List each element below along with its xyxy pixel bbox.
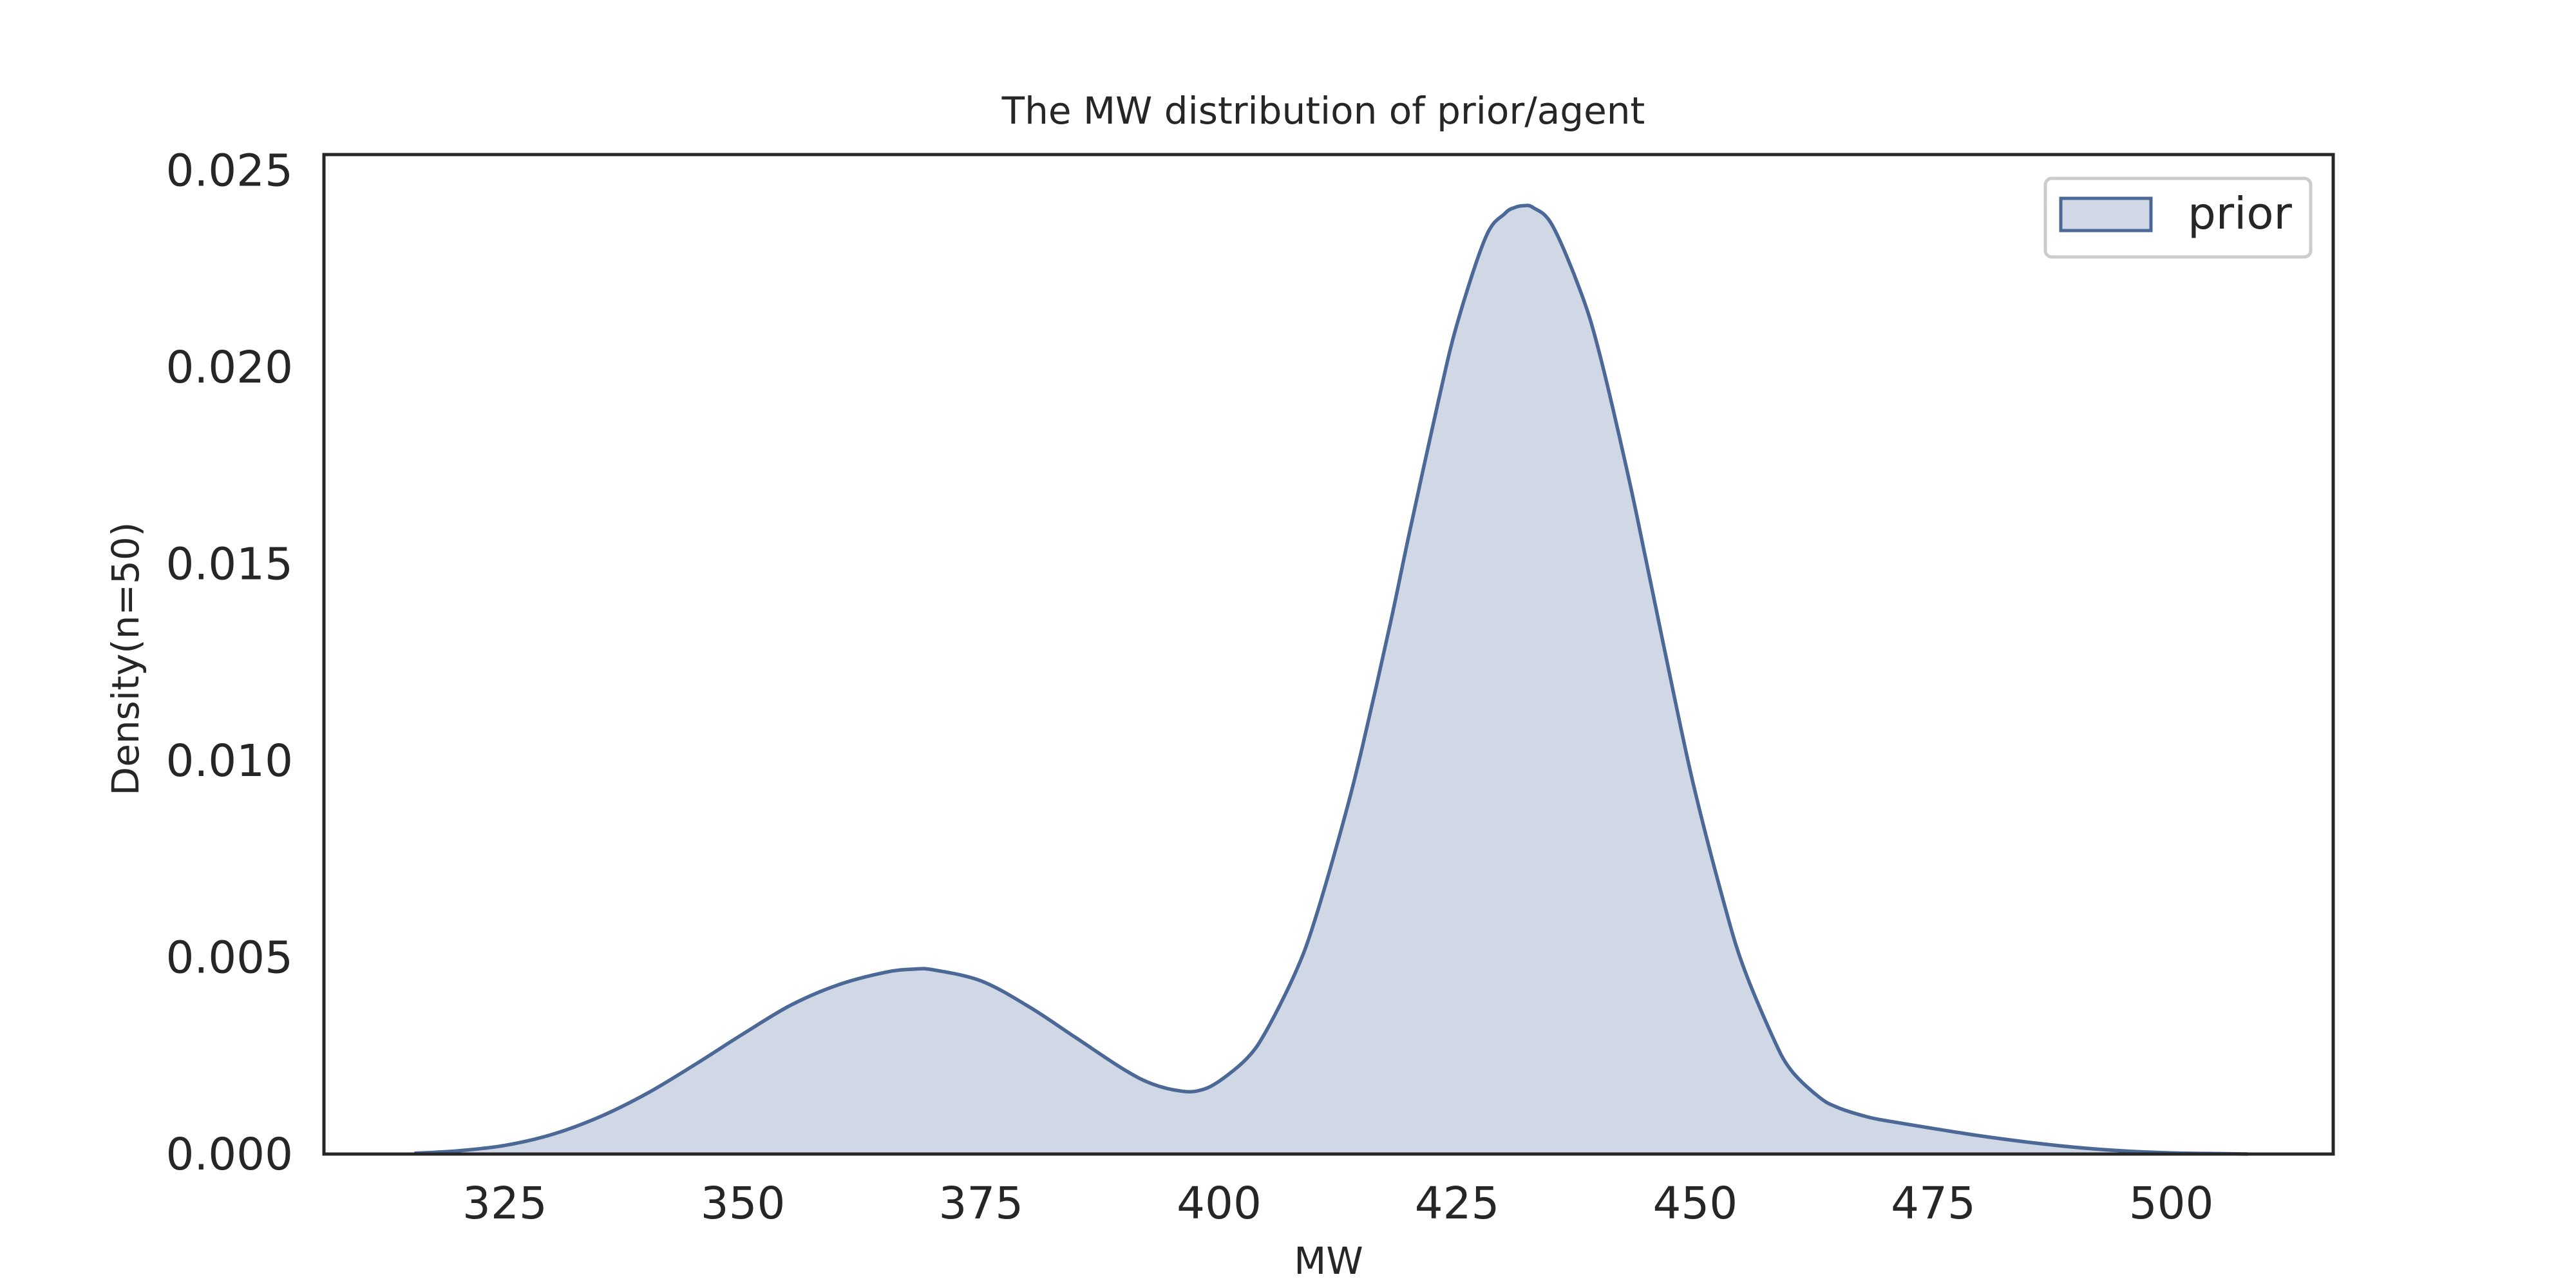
x-tick-label: 400 — [1177, 1178, 1262, 1229]
y-tick-label: 0.010 — [166, 735, 293, 787]
y-axis-label: Density(n=50) — [104, 522, 147, 796]
x-tick-label: 425 — [1415, 1178, 1500, 1229]
x-axis-ticks: 325 350 375 400 425 450 475 500 — [462, 1178, 2213, 1229]
x-tick-label: 500 — [2129, 1178, 2214, 1229]
chart-title: The MW distribution of prior/agent — [1001, 89, 1645, 133]
y-tick-label: 0.020 — [166, 342, 293, 393]
density-area-fill — [414, 205, 2248, 1155]
x-axis-label: MW — [1294, 1239, 1363, 1283]
y-tick-label: 0.015 — [166, 539, 293, 591]
y-tick-label: 0.025 — [166, 145, 293, 196]
x-tick-label: 450 — [1653, 1178, 1738, 1229]
x-tick-label: 475 — [1891, 1178, 1976, 1229]
legend-swatch-prior — [2059, 196, 2153, 232]
legend-label-prior: prior — [2188, 188, 2293, 240]
density-line — [414, 204, 2248, 1156]
x-tick-label: 350 — [701, 1178, 786, 1229]
plot-frame — [322, 153, 2335, 1156]
x-tick-label: 325 — [462, 1178, 547, 1229]
x-tick-label: 375 — [938, 1178, 1023, 1229]
legend: prior — [2043, 176, 2313, 259]
plot-area — [322, 153, 2335, 1156]
y-axis-ticks: 0.000 0.005 0.010 0.015 0.020 0.025 — [166, 145, 293, 1180]
y-tick-label: 0.000 — [166, 1129, 293, 1180]
y-tick-label: 0.005 — [166, 933, 293, 984]
